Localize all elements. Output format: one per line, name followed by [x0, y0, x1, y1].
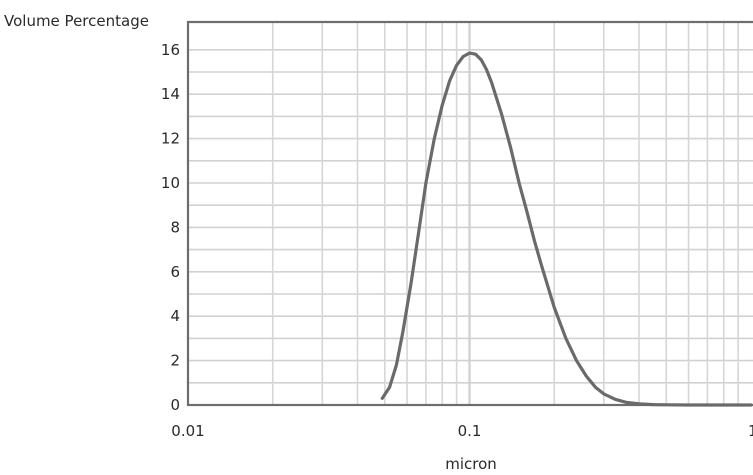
- x-tick-label: 0.01: [171, 422, 204, 440]
- x-axis-tick-labels: 0.01 0.1 1: [171, 422, 753, 440]
- x-tick-label: 0.1: [458, 422, 482, 440]
- y-tick-label: 6: [170, 263, 180, 281]
- y-axis-tick-labels: 0 2 4 6 8 10 12 14 16: [161, 41, 180, 414]
- vertical-gridlines: [271, 22, 739, 405]
- series-layer: [380, 51, 753, 407]
- y-tick-label: 2: [170, 352, 180, 370]
- y-tick-label: 10: [161, 174, 180, 192]
- y-tick-label: 8: [170, 218, 180, 236]
- y-tick-label: 4: [170, 307, 180, 325]
- x-axis-title: micron: [445, 455, 497, 473]
- series-line-0: [380, 51, 753, 407]
- y-tick-label: 0: [170, 396, 180, 414]
- plot-frame: [186, 20, 753, 407]
- x-tick-label: 1: [748, 422, 753, 440]
- y-tick-label: 16: [161, 41, 180, 59]
- y-axis-title: Volume Percentage: [4, 12, 149, 30]
- y-tick-label: 12: [161, 130, 180, 148]
- y-tick-label: 14: [161, 85, 180, 103]
